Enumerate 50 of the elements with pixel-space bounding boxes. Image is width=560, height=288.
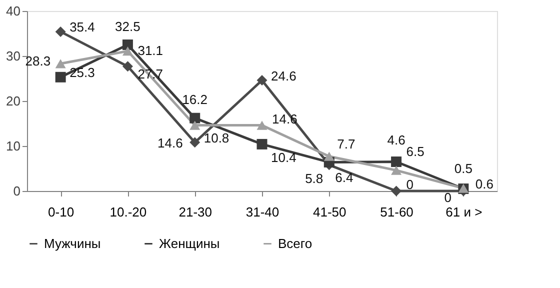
y-tick-label: 20 (6, 94, 20, 108)
point (190, 112, 200, 124)
y-tick-label: 40 (6, 4, 20, 18)
point (256, 120, 268, 130)
point (256, 138, 268, 150)
point (55, 59, 66, 68)
point (122, 40, 133, 50)
point (324, 152, 334, 161)
x-tick-label: 51-60 (380, 204, 414, 220)
data-label: 24.6 (271, 68, 296, 84)
point (391, 166, 402, 175)
data-label: 0 (406, 177, 414, 192)
x-tick-label: 10.-20 (110, 204, 147, 220)
point (190, 120, 200, 130)
legend-label: Всего (278, 236, 312, 251)
data-label: 32.5 (115, 18, 140, 34)
x-tick-label: 41-50 (313, 204, 346, 220)
point (190, 137, 200, 148)
data-label: 0 (444, 190, 452, 205)
point (55, 26, 66, 37)
point (122, 46, 133, 56)
data-label: 6.5 (406, 144, 424, 159)
x-tick-label: 21-30 (178, 204, 212, 220)
data-label: 14.6 (158, 135, 183, 150)
point (122, 61, 133, 72)
y-tick-label: 10 (6, 138, 20, 154)
point (391, 186, 402, 196)
y-tick-label: 0 (13, 184, 20, 198)
data-label: 35.4 (70, 20, 95, 35)
x-tick-label: 31-40 (246, 204, 280, 220)
point (256, 75, 268, 86)
legend-label: Мужчины (44, 236, 101, 251)
data-label: 0.6 (475, 176, 494, 192)
point (55, 72, 66, 82)
x-tick-label: 61 и > (446, 204, 482, 220)
data-label: 31.1 (138, 43, 164, 58)
legend-label: Женщины (159, 236, 220, 251)
x-tick-label: 0-10 (48, 204, 74, 220)
data-label: 7.7 (337, 136, 356, 152)
data-label: 4.6 (387, 132, 406, 148)
data-label: 0.5 (454, 160, 472, 176)
data-label: 16.2 (182, 92, 208, 108)
data-label: 5.8 (305, 170, 324, 186)
y-tick-label: 30 (6, 48, 20, 64)
data-label: 10.8 (204, 130, 230, 146)
data-label: 6.4 (335, 170, 354, 186)
data-label: 10.4 (271, 150, 296, 166)
data-label: 28.3 (25, 54, 51, 69)
data-label: 25.3 (70, 65, 95, 80)
point (391, 156, 402, 167)
